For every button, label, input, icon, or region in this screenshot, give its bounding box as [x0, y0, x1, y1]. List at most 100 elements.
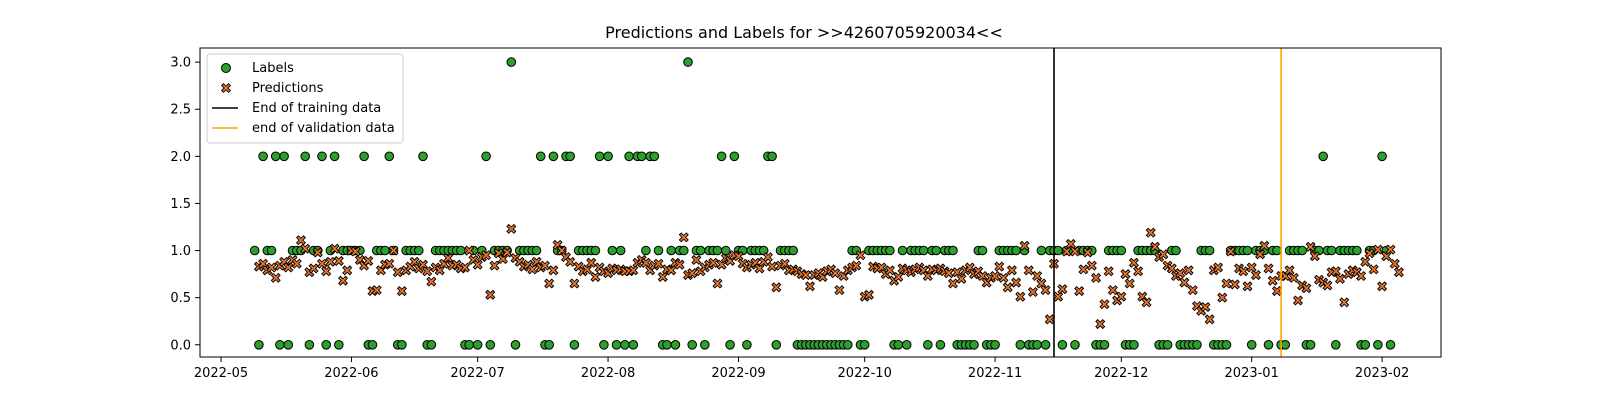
prediction-point: [325, 256, 336, 267]
axes-border: [199, 47, 1442, 358]
label-point: [359, 151, 369, 162]
prediction-point: [1175, 268, 1186, 279]
legend-labels-text: Labels: [252, 61, 294, 76]
label-point: [384, 151, 395, 162]
prediction-point: [1301, 283, 1312, 294]
prediction-point: [464, 245, 475, 256]
label-point: [712, 245, 723, 256]
label-point: [249, 245, 260, 256]
legend-predictions-marker: [220, 82, 232, 94]
prediction-point: [762, 252, 773, 263]
prediction-point: [489, 260, 500, 271]
prediction-point: [943, 268, 954, 279]
prediction-point: [1225, 246, 1236, 257]
label-point: [628, 340, 639, 350]
label-point: [721, 245, 731, 256]
prediction-point: [834, 285, 845, 296]
label-point: [666, 245, 677, 256]
prediction-point: [855, 250, 866, 261]
prediction-point: [1145, 227, 1156, 238]
label-point: [367, 340, 378, 350]
label-point: [334, 340, 344, 350]
label-point: [771, 340, 782, 350]
prediction-point: [1263, 263, 1274, 274]
prediction-point: [586, 257, 597, 268]
label-point: [990, 340, 1000, 350]
label-point: [270, 151, 281, 162]
prediction-point: [291, 258, 302, 269]
label-point: [1305, 340, 1316, 350]
x-tick-label: 2023-01: [1225, 366, 1279, 381]
label-point: [1360, 340, 1371, 350]
label-point: [1057, 340, 1068, 350]
label-point: [1129, 340, 1139, 350]
label-point: [258, 151, 268, 162]
label-point: [1318, 151, 1328, 162]
prediction-point: [506, 223, 517, 234]
label-point: [1221, 340, 1232, 350]
prediction-point: [502, 247, 513, 258]
prediction-point: [333, 255, 344, 266]
label-point: [901, 340, 912, 350]
x-tick-label: 2022-06: [324, 366, 378, 381]
prediction-point: [384, 258, 395, 269]
label-point: [893, 340, 904, 350]
legend-validation-text: end of validation data: [252, 121, 395, 136]
label-point: [1246, 340, 1257, 350]
label-point: [1171, 245, 1181, 256]
prediction-point: [1322, 280, 1333, 291]
prediction-point: [1335, 273, 1346, 284]
label-point: [859, 340, 870, 350]
prediction-point: [266, 262, 277, 273]
prediction-point: [396, 286, 407, 297]
prediction-point: [1372, 244, 1383, 255]
prediction-point: [990, 270, 1001, 282]
prediction-point: [1027, 286, 1038, 298]
label-point: [565, 151, 576, 162]
prediction-point: [300, 243, 311, 254]
prediction-point: [1082, 247, 1093, 258]
label-point: [1011, 245, 1021, 256]
prediction-point: [771, 282, 782, 293]
prediction-point: [544, 278, 555, 289]
label-point: [611, 340, 622, 350]
prediction-point: [800, 270, 811, 281]
label-point: [1272, 245, 1282, 256]
label-point: [548, 151, 559, 162]
y-tick-label: 0.0: [170, 338, 191, 353]
label-point: [948, 245, 958, 256]
prediction-point: [1133, 266, 1144, 277]
label-point: [1099, 340, 1110, 350]
prediction-point: [1200, 302, 1211, 313]
prediction-point: [687, 268, 698, 279]
label-point: [535, 151, 546, 162]
prediction-point: [548, 265, 559, 276]
prediction-point: [1183, 265, 1194, 276]
vertical-lines: [1053, 48, 1282, 357]
label-point: [1373, 340, 1383, 350]
label-point: [662, 340, 672, 350]
prediction-point: [1019, 240, 1030, 251]
label-point: [397, 340, 407, 350]
predictions-series: [253, 223, 1404, 330]
prediction-point: [691, 254, 702, 266]
label-point: [1385, 340, 1396, 350]
prediction-point: [321, 266, 332, 277]
prediction-point: [539, 260, 550, 271]
label-point: [304, 340, 315, 350]
plot-frame: [200, 48, 1441, 357]
prediction-point: [388, 245, 399, 256]
prediction-point: [481, 250, 492, 261]
label-point: [603, 151, 613, 162]
prediction-point: [485, 289, 496, 300]
x-axis: 2022-05 2022-06 2022-07 2022-08 2022-09 2022-…: [194, 357, 1409, 381]
y-tick-label: 0.5: [170, 291, 191, 306]
prediction-point: [1364, 248, 1375, 259]
label-point: [1242, 245, 1253, 256]
prediction-point: [1120, 269, 1131, 280]
label-point: [679, 245, 689, 256]
prediction-point: [767, 261, 778, 272]
label-point: [1204, 245, 1215, 256]
prediction-point: [1377, 281, 1388, 292]
prediction-point: [1221, 278, 1232, 289]
